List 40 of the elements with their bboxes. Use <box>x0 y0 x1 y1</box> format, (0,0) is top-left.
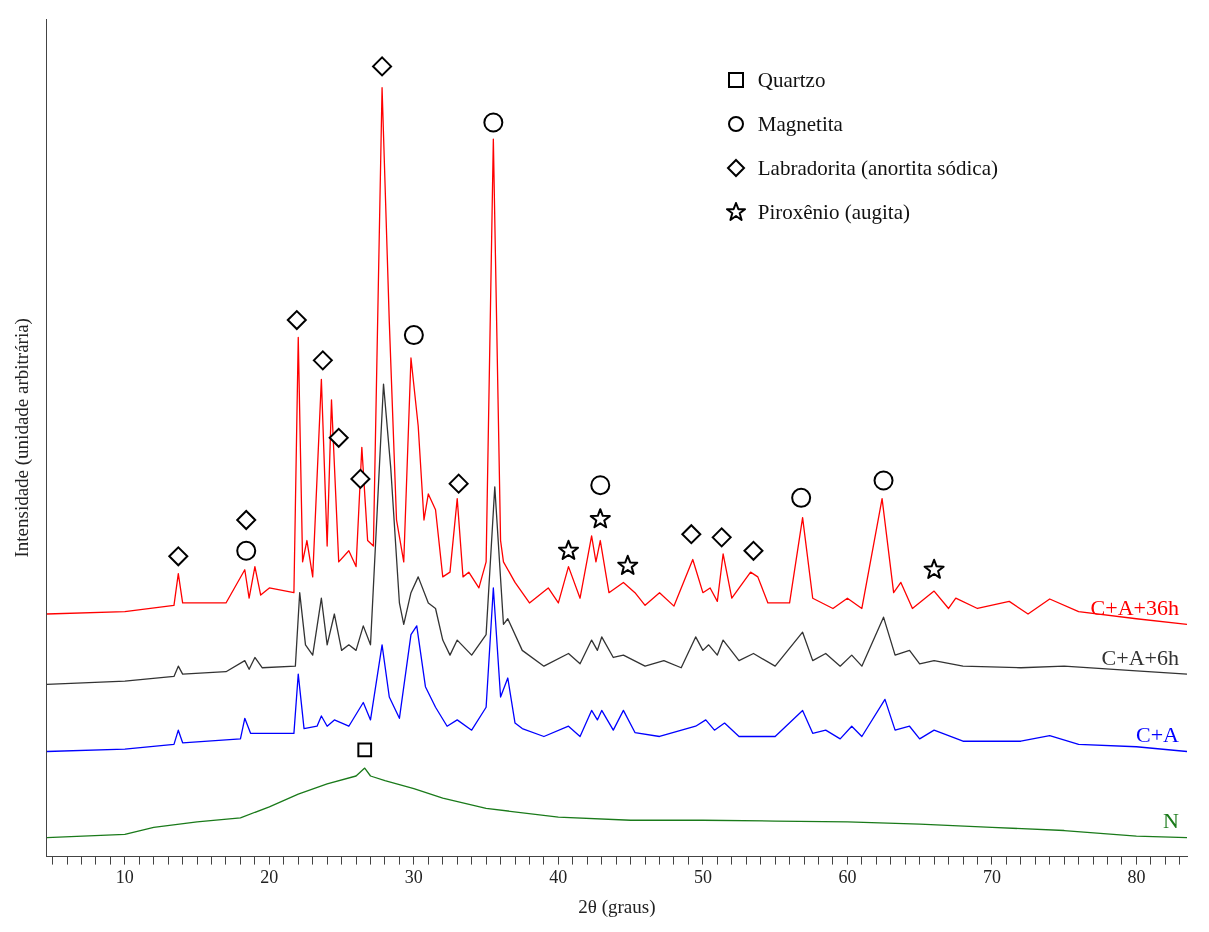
point <box>403 325 424 346</box>
point <box>791 487 812 508</box>
x-axis-title: 2θ (graus) <box>578 895 656 918</box>
legend-label: Magnetita <box>757 111 843 137</box>
point <box>286 310 307 331</box>
point <box>589 508 611 529</box>
point <box>557 539 579 560</box>
point <box>873 470 894 491</box>
point <box>483 112 504 133</box>
legend-label: Piroxênio (augita) <box>757 199 910 225</box>
y-axis-title: Intensidade (unidade arbitrária) <box>11 318 34 558</box>
point <box>168 546 189 567</box>
x-tick-label: 80 <box>1127 867 1146 888</box>
point <box>328 427 349 448</box>
x-tick-label: 20 <box>260 867 279 888</box>
point <box>681 524 702 545</box>
x-tick-label: 50 <box>693 867 712 888</box>
point <box>448 473 469 494</box>
point <box>357 742 373 758</box>
point <box>372 56 393 77</box>
legend-label: Labradorita (anortita sódica) <box>757 155 998 181</box>
legend-label: Quartzo <box>757 67 826 93</box>
point <box>923 558 945 579</box>
point <box>617 554 639 575</box>
x-tick-label: 10 <box>115 867 134 888</box>
point <box>350 468 371 489</box>
series-label: C+A+36h <box>1090 595 1179 621</box>
point <box>236 540 257 561</box>
series-label: N <box>1163 808 1180 834</box>
series-label: C+A+6h <box>1101 644 1179 670</box>
point <box>312 350 333 371</box>
point <box>711 527 732 548</box>
x-tick-label: 30 <box>404 867 423 888</box>
x-tick-label: 40 <box>549 867 568 888</box>
x-tick-label: 70 <box>982 867 1001 888</box>
point <box>590 475 611 496</box>
point <box>236 509 257 530</box>
x-tick-label: 60 <box>838 867 857 888</box>
series-label: C+A <box>1136 722 1180 748</box>
point <box>743 540 764 561</box>
